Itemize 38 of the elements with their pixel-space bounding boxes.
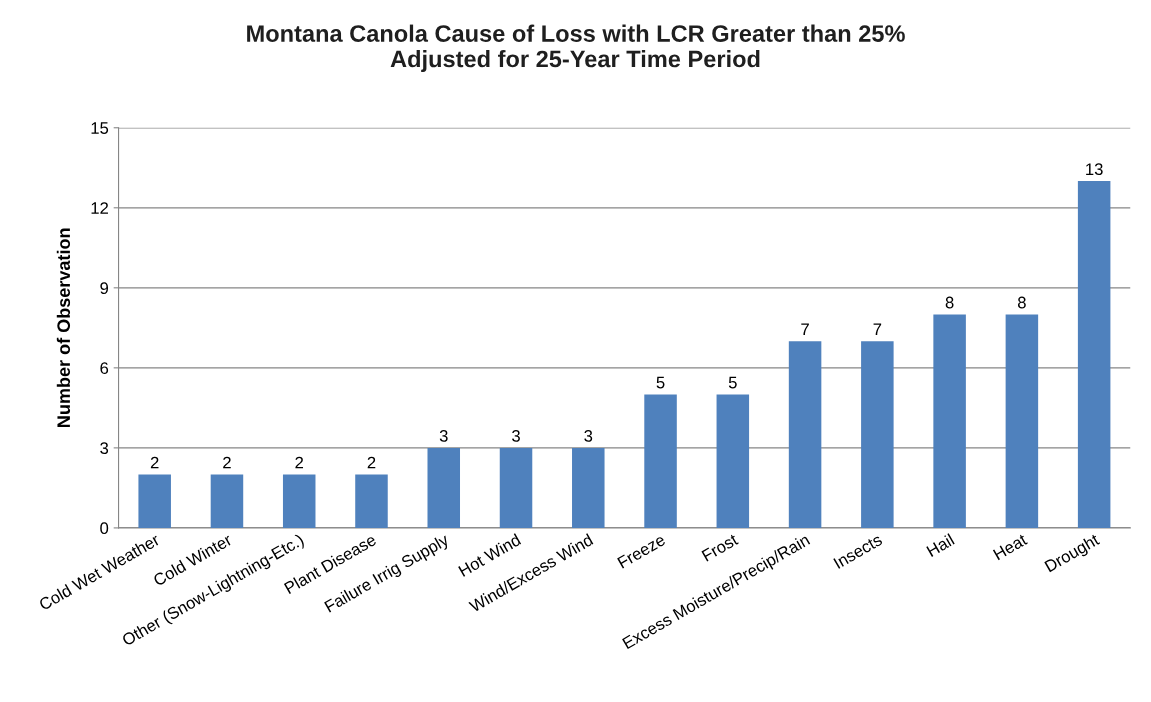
data-label: 2 (150, 456, 159, 469)
y-tick-label: 15 (91, 122, 109, 134)
data-label: 2 (367, 456, 376, 469)
y-tick-label: 0 (100, 522, 109, 535)
bar (210, 474, 244, 528)
data-label: 3 (439, 430, 448, 442)
data-label: 3 (584, 430, 593, 442)
data-label: 13 (1086, 163, 1103, 176)
bar (138, 474, 171, 528)
bar (499, 447, 533, 528)
x-tick-label: Hail (925, 533, 955, 558)
data-label: 5 (728, 376, 737, 389)
bar (788, 341, 822, 528)
bar (1005, 314, 1039, 528)
bar (572, 447, 605, 528)
bar (282, 474, 316, 528)
bar (355, 474, 388, 528)
data-label: 7 (801, 323, 809, 335)
data-label: 8 (1017, 296, 1026, 309)
data-label: 7 (873, 323, 882, 335)
data-label: 5 (656, 376, 665, 389)
bar (644, 394, 677, 528)
y-tick-label: 6 (100, 362, 109, 375)
y-tick-label: 9 (100, 282, 109, 295)
data-label: 2 (295, 456, 304, 469)
bar (716, 394, 750, 528)
data-label: 3 (512, 430, 520, 442)
bar (861, 341, 894, 528)
y-tick-label: 3 (100, 442, 109, 455)
bar (1077, 181, 1111, 528)
data-label: 8 (945, 296, 954, 309)
x-tick-label: Heat (992, 533, 1028, 561)
y-axis-title: Number of Observation (56, 228, 71, 427)
data-label: 2 (223, 456, 231, 469)
bar (933, 314, 966, 528)
bar (427, 447, 461, 528)
y-tick-label: 12 (91, 202, 108, 214)
chart-title: Montana Canola Cause of Loss with LCR Greater than 25% Adjusted for 25-Year Time Period (247, 24, 905, 73)
